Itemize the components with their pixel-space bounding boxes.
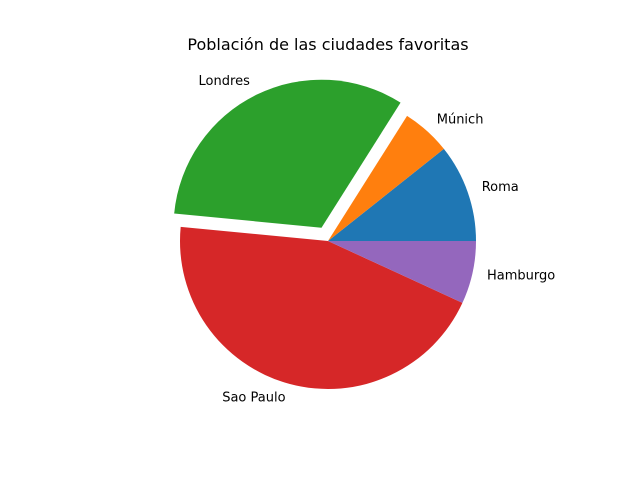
- pie-label-londres: Londres: [199, 74, 251, 89]
- pie-label-roma: Roma: [482, 180, 519, 195]
- pie-slices: [174, 79, 476, 390]
- pie-slice-londres: [174, 79, 401, 228]
- pie-slice-munich: [328, 115, 444, 241]
- pie-labels: Roma Múnich Londres Sao Paulo Hamburgo: [199, 74, 556, 406]
- pie-slice-hamburgo: [328, 241, 476, 303]
- pie-slice-roma: [328, 148, 476, 241]
- pie-slice-sao-paulo: [179, 226, 463, 390]
- pie-label-hamburgo: Hamburgo: [487, 268, 555, 283]
- chart-title: Población de las ciudades favoritas: [187, 35, 468, 54]
- pie-label-munich: Múnich: [437, 112, 484, 127]
- pie-label-sao-paulo: Sao Paulo: [222, 391, 285, 406]
